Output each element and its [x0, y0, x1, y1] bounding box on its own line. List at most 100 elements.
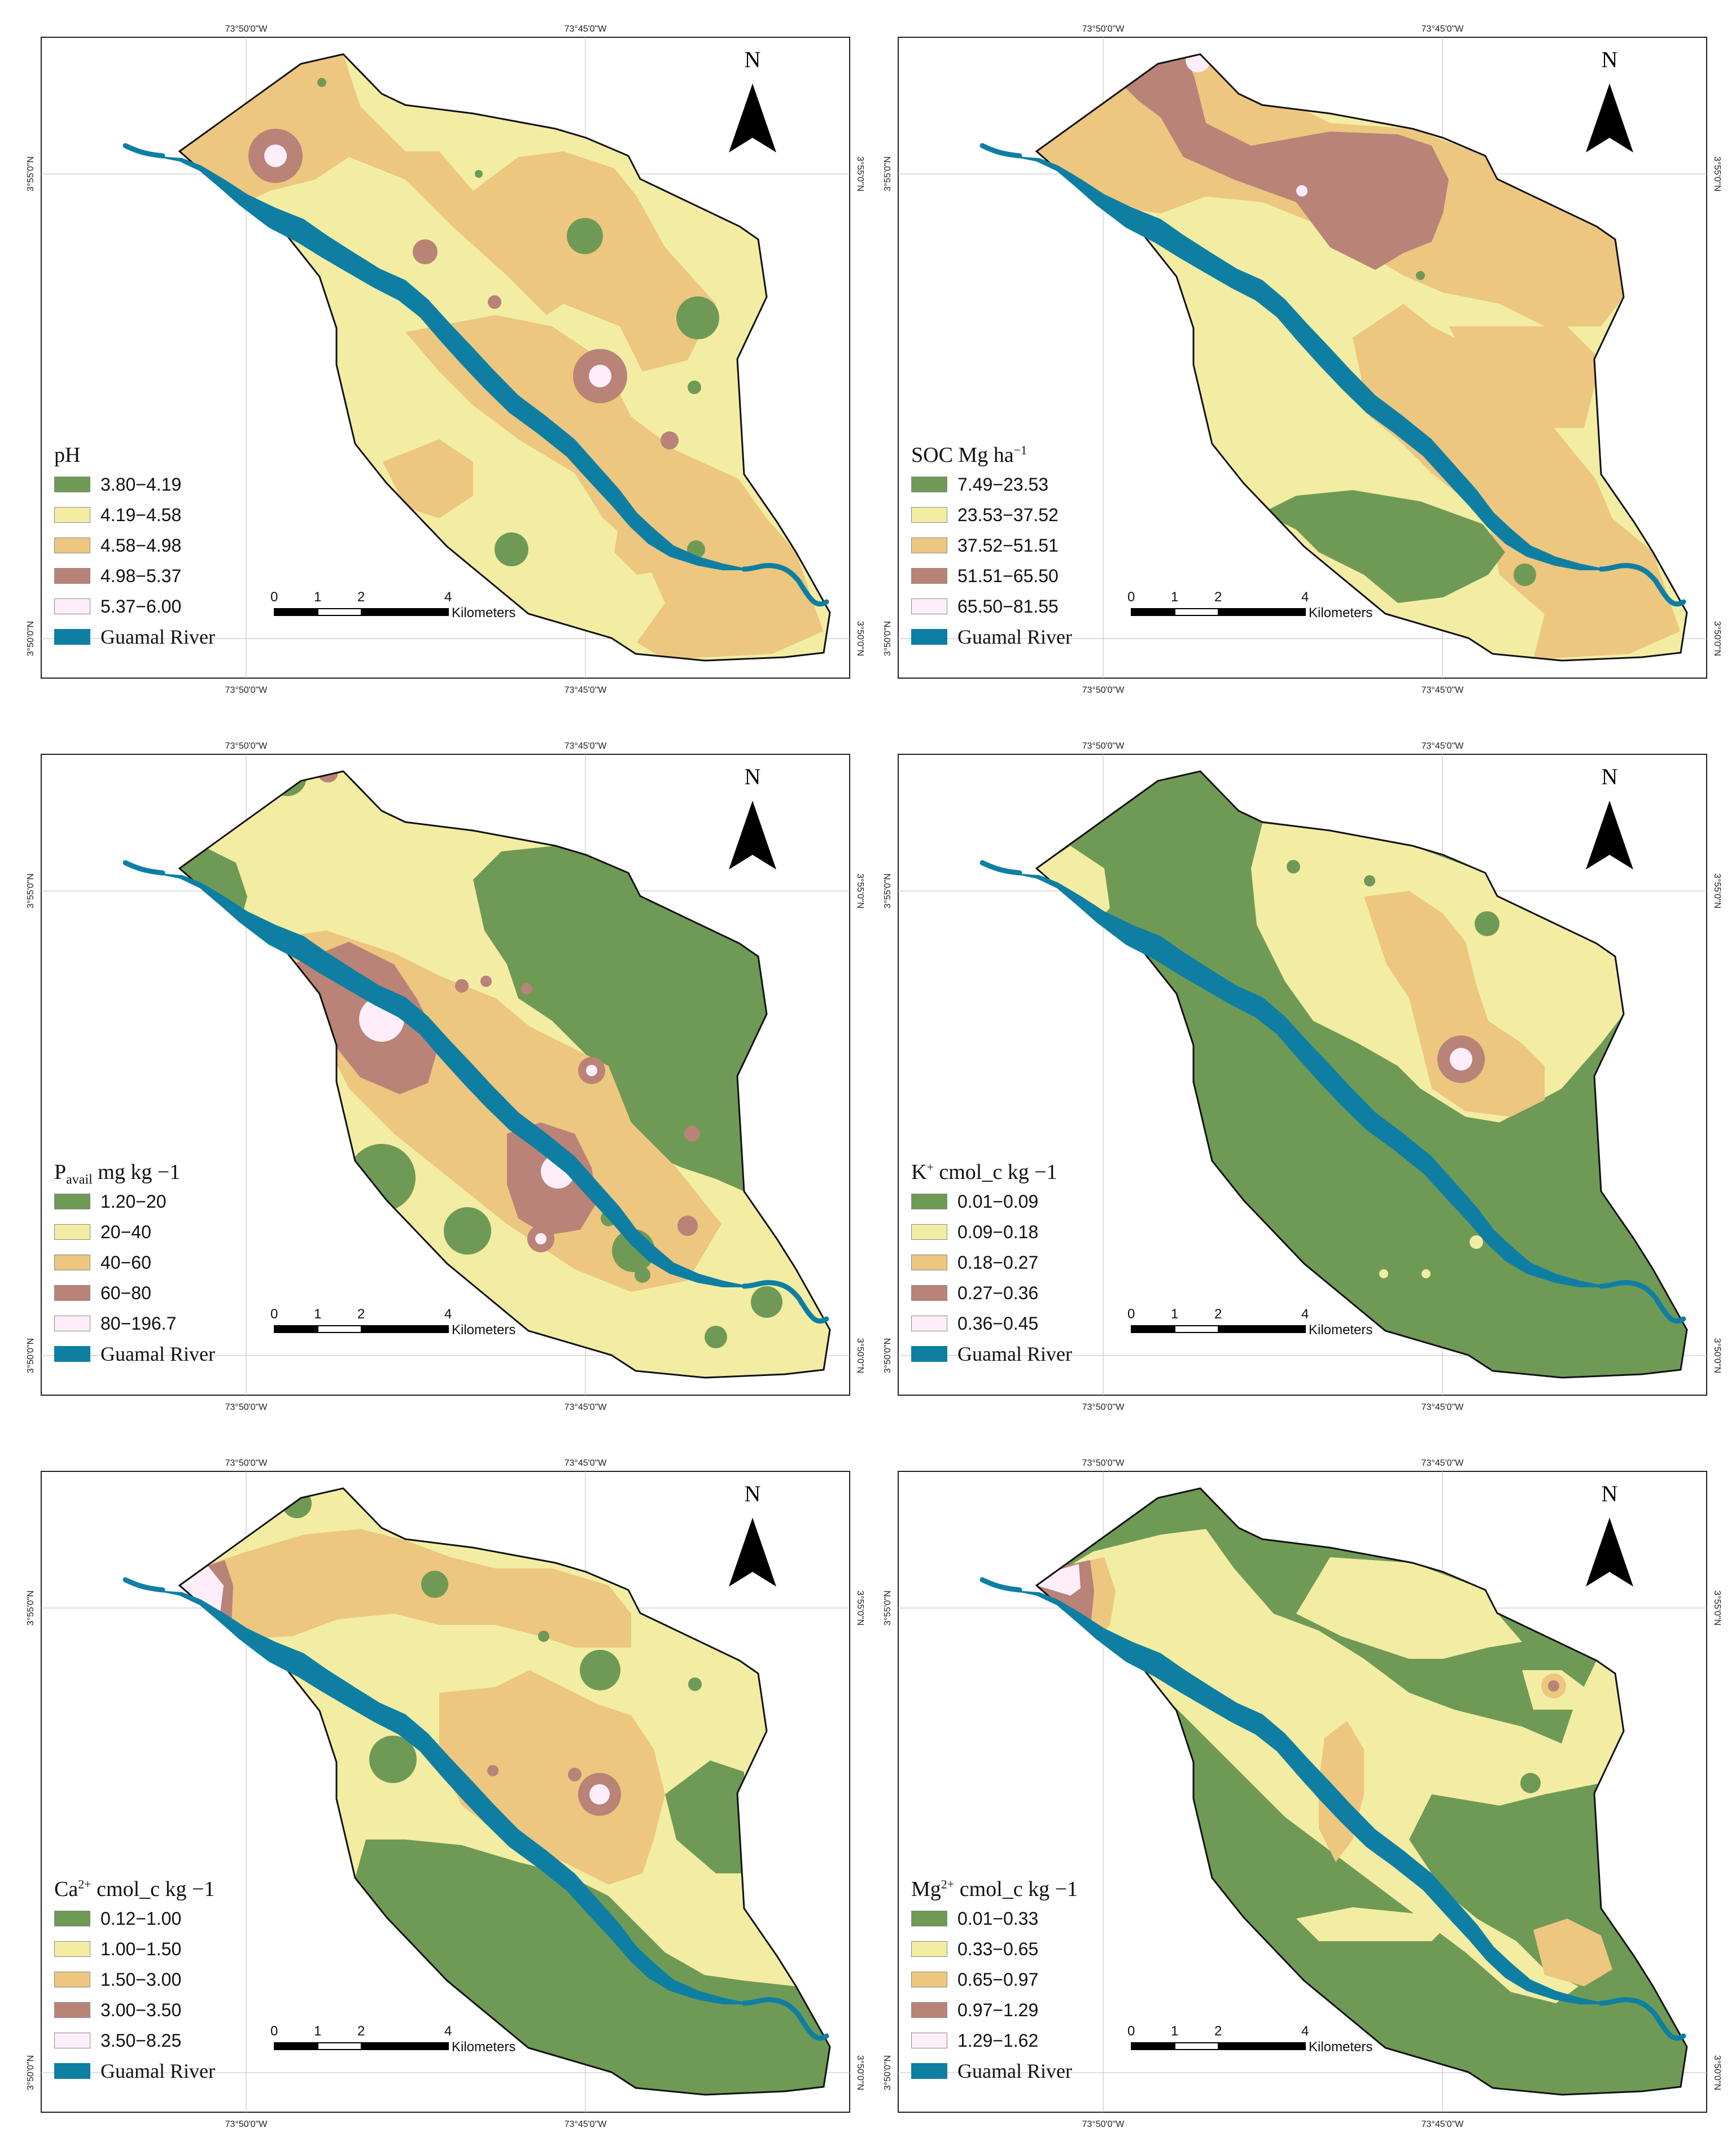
scale-tick-label: 4 [1301, 2024, 1309, 2039]
zone-ph-class-0 [475, 170, 483, 178]
zone-ph-class-3 [661, 431, 679, 449]
map-panel-ph: 73°50'0"W 73°50'0"W 73°45'0"W 73°45'0"W 3°55… [10, 10, 867, 710]
zone-ph-class-3 [413, 239, 438, 264]
scale-bar [1131, 608, 1306, 616]
zone-soc-class-0 [1514, 563, 1536, 586]
scale-bar [1131, 2042, 1306, 2050]
latitude-label: 3°55'0"N [1712, 156, 1722, 191]
legend-label: 4.98−5.37 [100, 565, 182, 586]
legend-swatch [911, 507, 947, 523]
longitude-label: 73°45'0"W [1422, 1458, 1464, 1468]
legend-item: 5.37−6.00 [54, 595, 181, 618]
longitude-label: 73°45'0"W [565, 741, 607, 751]
latitude-label: 3°50'0"N [855, 621, 865, 656]
north-letter: N [1601, 47, 1618, 72]
latitude-label: 3°55'0"N [883, 873, 893, 908]
scale-tick-label: 2 [357, 2024, 365, 2039]
zone-pavail-class-4 [586, 1065, 597, 1076]
zone-pavail-class-0 [751, 1286, 782, 1318]
legend-item-river: Guamal River [911, 2060, 1072, 2082]
legend-title: SOC Mg ha−1 [911, 443, 1027, 467]
legend-label: 3.80−4.19 [100, 474, 182, 495]
north-arrow-icon [1586, 84, 1633, 152]
study-area-boundary [1035, 1487, 1688, 2096]
latitude-label: 3°50'0"N [855, 1338, 865, 1373]
latitude-label: 3°55'0"N [26, 1591, 36, 1626]
legend-label: 0.12−1.00 [100, 1908, 182, 1929]
longitude-label: 73°50'0"W [1082, 685, 1125, 695]
zone-mg-class-0 [1520, 1773, 1541, 1793]
scale-tick-label: 1 [1171, 589, 1179, 605]
guamal-river [982, 146, 1601, 570]
legend-swatch [911, 2033, 947, 2048]
legend-swatch-river [54, 2063, 90, 2079]
scale-tick-label: 4 [444, 589, 452, 605]
legend-item: 3.50−8.25 [54, 2029, 181, 2052]
legend-item: 0.27−0.36 [911, 1282, 1038, 1304]
legend-label: 1.50−3.00 [100, 1969, 182, 1990]
study-area-boundary [1035, 770, 1688, 1379]
legend-title: K+ cmol_c kg −1 [911, 1160, 1057, 1184]
legend-label: 0.65−0.97 [957, 1969, 1039, 1990]
map-canvas: 73°50'0"W 73°50'0"W 73°45'0"W 73°45'0"W 3°55… [26, 1458, 865, 2129]
zone-mg-class-1 [1296, 1907, 1454, 1941]
zone-ca-class-3 [487, 1765, 499, 1776]
legend-label: 1.00−1.50 [100, 1938, 182, 1959]
legend-item: 0.18−0.27 [911, 1251, 1038, 1274]
legend-item: 0.01−0.09 [911, 1190, 1038, 1213]
class-zones [1037, 771, 1687, 1378]
study-area-boundary [178, 770, 831, 1379]
scale-tick-label: 4 [444, 2024, 452, 2039]
zone-k-class-0 [1475, 911, 1499, 936]
longitude-label: 73°45'0"W [1422, 24, 1464, 34]
scale-tick-label: 0 [1127, 1307, 1135, 1322]
scale-unit-label: Kilometers [452, 605, 516, 621]
guamal-river [125, 146, 744, 570]
legend-swatch [54, 568, 90, 584]
scale-tick-label: 0 [1127, 2024, 1135, 2039]
legend-label: 0.18−0.27 [957, 1252, 1039, 1273]
legend-item: 1.50−3.00 [54, 1968, 181, 1991]
map-panel-mg: 73°50'0"W 73°50'0"W 73°45'0"W 73°45'0"W 3°55… [867, 1444, 1724, 2144]
legend-item: 4.58−4.98 [54, 534, 181, 557]
guamal-river-head [123, 860, 165, 876]
guamal-river-head [979, 143, 1022, 159]
legend-item: 40−60 [54, 1251, 151, 1274]
legend-item-river: Guamal River [911, 626, 1072, 648]
legend-label: 0.36−0.45 [957, 1313, 1039, 1334]
north-arrow-icon [729, 1518, 776, 1587]
latitude-label: 3°50'0"N [883, 621, 893, 656]
legend-label: 3.00−3.50 [100, 1999, 182, 2020]
scale-tick-label: 0 [270, 589, 278, 605]
legend-label: 4.19−4.58 [100, 504, 182, 525]
legend-item: 23.53−37.52 [911, 504, 1059, 526]
legend-label: 0.09−0.18 [957, 1221, 1039, 1242]
legend-item: 0.01−0.33 [911, 1907, 1038, 1930]
north-label: N [741, 47, 764, 72]
guamal-river-head [123, 1577, 165, 1593]
latitude-label: 3°55'0"N [855, 156, 865, 191]
scale-tick-label: 4 [1301, 1307, 1309, 1322]
longitude-label: 73°50'0"W [225, 741, 268, 751]
scale-unit-label: Kilometers [452, 2039, 516, 2055]
latitude-label: 3°50'0"N [883, 2055, 893, 2090]
longitude-label: 73°50'0"W [1082, 1402, 1125, 1412]
north-letter: N [744, 764, 761, 789]
guamal-river-head [979, 1577, 1022, 1593]
north-label: N [1598, 1482, 1621, 1506]
latitude-label: 3°55'0"N [26, 156, 36, 191]
legend-swatch [54, 1316, 90, 1331]
legend-swatch [911, 1285, 947, 1301]
legend-item: 3.80−4.19 [54, 473, 181, 496]
legend-label: 0.27−0.36 [957, 1282, 1039, 1303]
scale-tick-label: 1 [314, 1307, 322, 1322]
scale-unit-label: Kilometers [1309, 605, 1373, 621]
north-letter: N [1601, 1481, 1618, 1506]
legend-swatch [911, 538, 947, 553]
legend-label-river: Guamal River [100, 2060, 215, 2082]
scale-tick-label: 2 [357, 589, 365, 605]
north-label: N [1598, 47, 1621, 72]
scale-tick-label: 2 [1214, 2024, 1222, 2039]
zone-mg-class-4 [1037, 1564, 1081, 1596]
legend-label: 4.58−4.98 [100, 535, 182, 556]
